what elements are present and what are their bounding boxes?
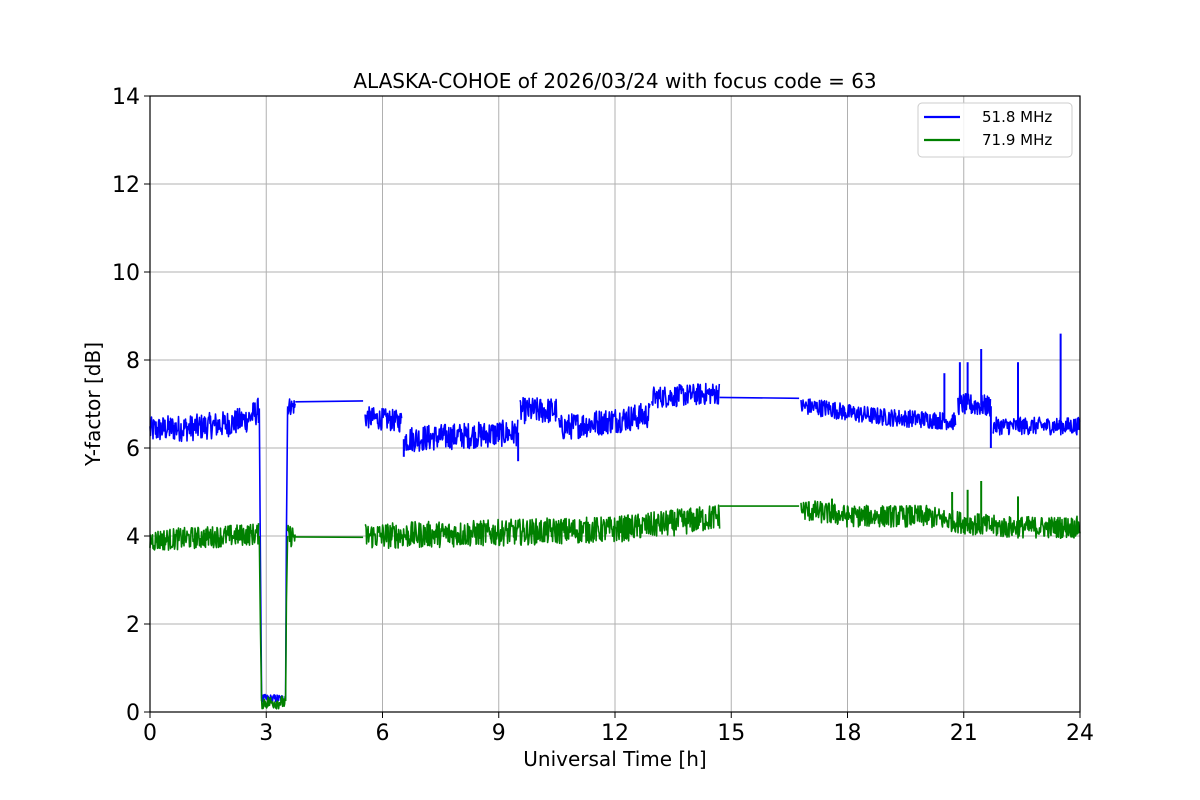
series-71-9-mhz — [149, 481, 1081, 710]
x-axis-label: Universal Time [h] — [523, 747, 706, 771]
series-line-segment — [258, 535, 263, 702]
plot-series — [149, 333, 1081, 710]
series-line-segment — [558, 402, 651, 440]
series-line-segment — [364, 406, 403, 433]
series-line-segment — [149, 523, 260, 551]
y-tick-label: 2 — [126, 613, 140, 638]
legend-label-51-8-mhz: 51.8 MHz — [982, 108, 1052, 126]
x-tick-label: 12 — [601, 721, 629, 746]
series-line-segment — [286, 524, 296, 548]
legend: 51.8 MHz 71.9 MHz — [917, 102, 1073, 158]
x-tick-label: 21 — [950, 721, 978, 746]
y-axis-ticks: 0 2 4 6 8 10 12 14 — [112, 85, 150, 726]
series-line-segment — [800, 500, 1081, 540]
y-tick-label: 0 — [126, 701, 140, 726]
x-tick-label: 15 — [717, 721, 745, 746]
series-line-segment — [519, 396, 558, 425]
y-tick-label: 8 — [126, 349, 140, 374]
x-tick-label: 9 — [492, 721, 506, 746]
y-axis-label: Y-factor [dB] — [81, 342, 105, 467]
y-tick-label: 14 — [112, 85, 140, 110]
series-line-segment — [800, 398, 957, 431]
x-tick-label: 0 — [143, 721, 157, 746]
series-line-segment — [149, 397, 260, 443]
series-line-segment — [403, 419, 519, 453]
y-tick-label: 10 — [112, 261, 140, 286]
x-tick-label: 6 — [376, 721, 390, 746]
series-line-segment — [719, 396, 800, 400]
x-tick-label: 3 — [259, 721, 273, 746]
y-tick-label: 12 — [112, 173, 140, 198]
series-line-segment — [295, 400, 364, 403]
series-line-segment — [992, 416, 1081, 436]
series-line-segment — [260, 695, 287, 710]
x-tick-label: 24 — [1066, 721, 1094, 746]
legend-label-71-9-mhz: 71.9 MHz — [982, 131, 1052, 149]
x-axis-ticks: 0 3 6 9 12 15 18 21 24 — [143, 712, 1094, 746]
series-line-segment — [284, 535, 289, 702]
series-line-segment — [364, 504, 721, 550]
y-tick-label: 4 — [126, 525, 140, 550]
series-line-segment — [286, 398, 296, 416]
chart-title: ALASKA-COHOE of 2026/03/24 with focus co… — [353, 69, 876, 93]
series-line-segment — [957, 392, 992, 417]
series-line-segment — [651, 382, 721, 409]
y-tick-label: 6 — [126, 437, 140, 462]
x-tick-label: 18 — [834, 721, 862, 746]
